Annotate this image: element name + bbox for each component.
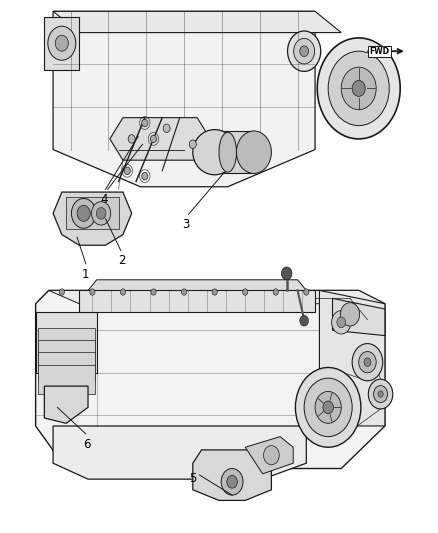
Circle shape [293, 38, 314, 64]
Circle shape [55, 35, 68, 51]
Polygon shape [49, 290, 385, 304]
Circle shape [90, 289, 95, 295]
Circle shape [163, 124, 170, 133]
Circle shape [295, 368, 361, 447]
Polygon shape [79, 290, 315, 312]
Circle shape [264, 446, 279, 465]
Circle shape [212, 289, 217, 295]
Circle shape [59, 289, 64, 295]
Polygon shape [319, 290, 385, 426]
Circle shape [142, 172, 148, 180]
Polygon shape [53, 192, 132, 245]
Circle shape [304, 378, 352, 437]
Circle shape [128, 135, 135, 143]
Text: FWD: FWD [370, 47, 390, 55]
Polygon shape [35, 312, 97, 373]
Polygon shape [44, 386, 88, 423]
Polygon shape [38, 340, 95, 369]
Circle shape [96, 207, 106, 219]
Circle shape [337, 317, 346, 328]
Polygon shape [332, 298, 385, 336]
Polygon shape [38, 365, 95, 394]
Circle shape [237, 131, 272, 173]
Circle shape [352, 80, 365, 96]
Circle shape [142, 119, 148, 127]
Circle shape [368, 379, 393, 409]
Circle shape [374, 385, 388, 402]
Circle shape [77, 205, 90, 221]
Circle shape [71, 198, 96, 228]
Circle shape [181, 289, 187, 295]
Polygon shape [53, 426, 306, 479]
Circle shape [315, 391, 341, 423]
Ellipse shape [193, 130, 237, 175]
Circle shape [378, 391, 383, 397]
Polygon shape [53, 11, 315, 187]
Polygon shape [53, 11, 341, 33]
Circle shape [364, 358, 371, 367]
Circle shape [341, 67, 376, 110]
Circle shape [273, 289, 279, 295]
Circle shape [332, 311, 351, 334]
Circle shape [359, 352, 376, 373]
Polygon shape [193, 450, 272, 500]
Text: 6: 6 [83, 438, 91, 451]
Circle shape [323, 401, 333, 414]
Polygon shape [88, 280, 306, 290]
Circle shape [151, 289, 156, 295]
Circle shape [328, 51, 389, 126]
Circle shape [48, 26, 76, 60]
Circle shape [288, 31, 321, 71]
Circle shape [317, 38, 400, 139]
Circle shape [243, 289, 248, 295]
Text: 5: 5 [189, 472, 196, 484]
Circle shape [352, 344, 383, 381]
Circle shape [150, 135, 156, 143]
Ellipse shape [219, 132, 237, 172]
Circle shape [282, 267, 292, 280]
Polygon shape [38, 352, 95, 382]
Polygon shape [66, 197, 119, 229]
Polygon shape [215, 131, 254, 173]
Text: 2: 2 [118, 254, 126, 266]
Circle shape [189, 140, 196, 149]
Text: 4: 4 [101, 193, 108, 206]
Circle shape [304, 289, 309, 295]
Polygon shape [44, 17, 79, 70]
Circle shape [300, 316, 308, 326]
Circle shape [120, 289, 126, 295]
Circle shape [227, 475, 237, 488]
Polygon shape [38, 328, 95, 357]
Polygon shape [35, 290, 385, 469]
Circle shape [92, 201, 111, 225]
Circle shape [124, 167, 131, 174]
Circle shape [300, 46, 308, 56]
Text: 3: 3 [183, 217, 190, 231]
Polygon shape [245, 437, 293, 474]
Polygon shape [110, 118, 210, 160]
Text: 1: 1 [82, 268, 90, 280]
Circle shape [221, 469, 243, 495]
Circle shape [340, 303, 360, 326]
